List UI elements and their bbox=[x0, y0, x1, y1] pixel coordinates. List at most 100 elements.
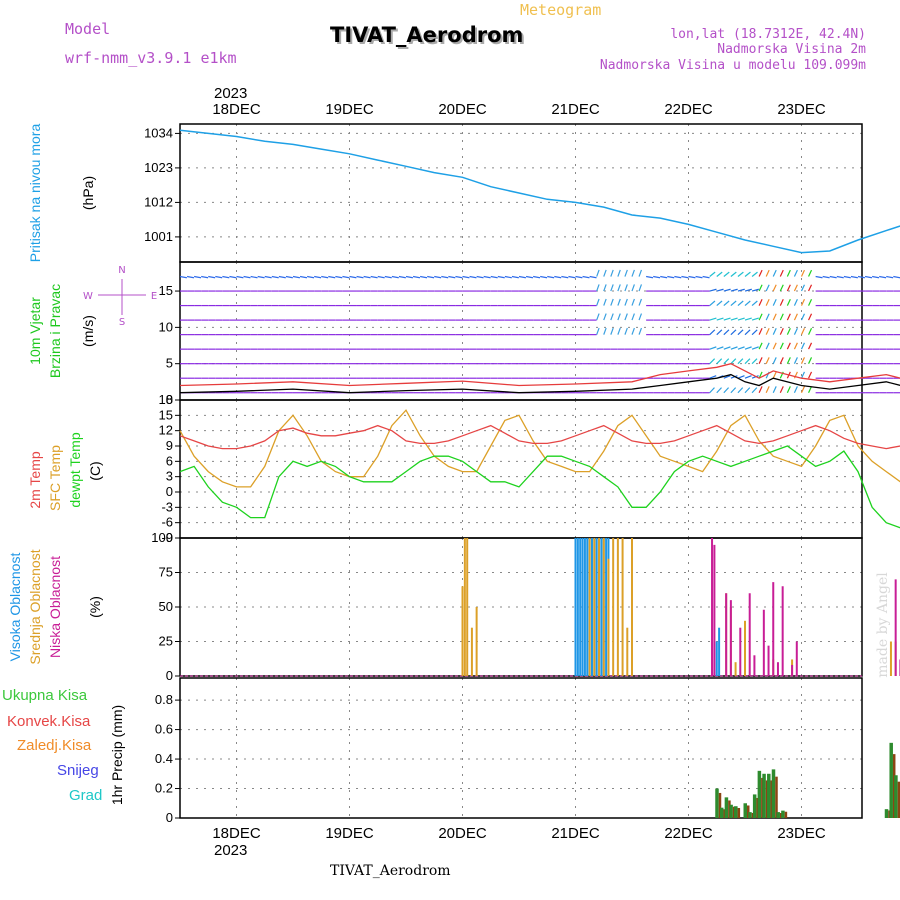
wind-barb bbox=[469, 275, 477, 279]
wind-barb bbox=[285, 275, 293, 279]
wind-barb bbox=[730, 387, 737, 394]
y-tick-label: 0 bbox=[166, 392, 173, 407]
wind-barb bbox=[504, 275, 512, 279]
wind-barb bbox=[737, 300, 744, 307]
compass-rose: N S W E bbox=[83, 265, 157, 328]
y-tick-label: 12 bbox=[159, 423, 173, 438]
wind-barb bbox=[808, 386, 813, 393]
wind-barb bbox=[412, 275, 421, 279]
wind-barb bbox=[702, 275, 710, 279]
bottom-year: 2023 bbox=[214, 842, 247, 859]
lonlat: lon,lat (18.7312E, 42.4N) bbox=[670, 27, 866, 42]
cloud-ylabel-mid: Srednja Oblacnost bbox=[27, 549, 43, 664]
temp-ylabel-sfc: SFC Temp bbox=[47, 445, 63, 511]
compass-w: W bbox=[83, 291, 93, 302]
wind-barb bbox=[758, 298, 763, 306]
wind-barb bbox=[617, 298, 621, 306]
panel-frame-clouds bbox=[179, 537, 863, 677]
wind-barb bbox=[772, 328, 777, 335]
bottom-day-label: 21DEC bbox=[551, 825, 600, 842]
wind-barb bbox=[836, 275, 844, 279]
compass-s: S bbox=[119, 317, 125, 328]
y-tick-label: 0 bbox=[166, 668, 173, 683]
wind-barb bbox=[800, 371, 806, 379]
wind-barb bbox=[800, 386, 806, 393]
wind-ylabel-1: 10m Vjetar bbox=[27, 297, 43, 365]
y-tick-label: 10 bbox=[159, 319, 173, 334]
wind-barb bbox=[540, 275, 548, 279]
bottom-day-label: 19DEC bbox=[325, 825, 374, 842]
wind-barb bbox=[808, 284, 813, 292]
wind-barb bbox=[610, 284, 614, 292]
panel-frame-temperature bbox=[179, 399, 863, 539]
wind-barb bbox=[194, 275, 202, 279]
precip-bar bbox=[748, 812, 752, 818]
wind-barb bbox=[765, 284, 770, 292]
y-tick-label: 1001 bbox=[144, 229, 173, 244]
precip-bar bbox=[752, 794, 757, 818]
wind-barb bbox=[765, 313, 770, 321]
wind-barb bbox=[723, 271, 730, 277]
wind-barb bbox=[603, 313, 607, 321]
precip-bar bbox=[724, 797, 729, 818]
top-year: 2023 bbox=[214, 85, 247, 102]
top-day-label: 19DEC bbox=[325, 101, 374, 118]
wind-barb bbox=[631, 313, 635, 321]
wind-barb bbox=[547, 275, 555, 279]
wind-barb bbox=[250, 275, 258, 279]
wind-barb bbox=[758, 269, 763, 277]
wind-barb bbox=[758, 284, 763, 292]
bottom-day-label: 23DEC bbox=[777, 825, 826, 842]
wind-barb bbox=[716, 329, 723, 336]
wind-barb bbox=[793, 328, 798, 335]
wind-barb bbox=[398, 275, 406, 279]
wind-barb bbox=[772, 357, 777, 364]
wind-barb bbox=[772, 313, 777, 321]
wind-barb bbox=[709, 346, 717, 350]
y-tick-label: 0.8 bbox=[155, 692, 173, 707]
wind-barb bbox=[793, 342, 798, 350]
wind-barb bbox=[765, 386, 770, 393]
wind-barb bbox=[441, 275, 449, 279]
wind-barb bbox=[751, 300, 758, 307]
wind-barb bbox=[321, 275, 329, 279]
wind-barb bbox=[864, 275, 873, 279]
wind-barb bbox=[808, 342, 813, 350]
wind-barb bbox=[772, 284, 777, 292]
y-tick-label: 6 bbox=[166, 453, 173, 468]
wind-barb bbox=[886, 275, 894, 279]
wind-barb bbox=[751, 271, 758, 277]
wind-barb bbox=[709, 358, 716, 365]
y-tick-label: 0 bbox=[166, 810, 173, 825]
credit-text: made by Angel bbox=[875, 572, 891, 678]
wind-barb bbox=[793, 298, 798, 306]
y-tick-label: -9 bbox=[161, 530, 173, 545]
bottom-day-label: 18DEC bbox=[212, 825, 261, 842]
wind-barb bbox=[793, 313, 798, 321]
wind-barb bbox=[292, 275, 300, 279]
wind-barb bbox=[278, 275, 286, 279]
wind-barb bbox=[808, 269, 813, 277]
wind-barb bbox=[299, 275, 308, 279]
temp-ylabel-2m: 2m Temp bbox=[27, 451, 43, 509]
wind-barb bbox=[709, 317, 717, 321]
wind-barb bbox=[681, 275, 689, 279]
wind-barb bbox=[186, 275, 195, 279]
compass-e: E bbox=[151, 291, 157, 302]
wind-barb bbox=[808, 371, 813, 379]
pressure-line bbox=[179, 129, 900, 254]
wind-barb bbox=[617, 327, 621, 335]
pressure-ylabel: Pritisak na nivou mora bbox=[27, 124, 43, 263]
wind-barb bbox=[758, 357, 763, 364]
station-title: TIVAT_Aerodrom bbox=[330, 23, 523, 47]
wind-barb bbox=[716, 271, 723, 277]
top-day-label: 21DEC bbox=[551, 101, 600, 118]
wind-barb bbox=[737, 317, 745, 321]
cloud-ylabel-high: Visoka Oblacnost bbox=[7, 553, 23, 662]
wind-barb bbox=[342, 275, 350, 279]
wind-barb bbox=[800, 357, 806, 364]
y-tick-label: 0.4 bbox=[155, 751, 173, 766]
wind-barb bbox=[829, 275, 837, 279]
precip-conv-bar bbox=[897, 781, 900, 818]
panel-frame-precip bbox=[179, 677, 863, 819]
